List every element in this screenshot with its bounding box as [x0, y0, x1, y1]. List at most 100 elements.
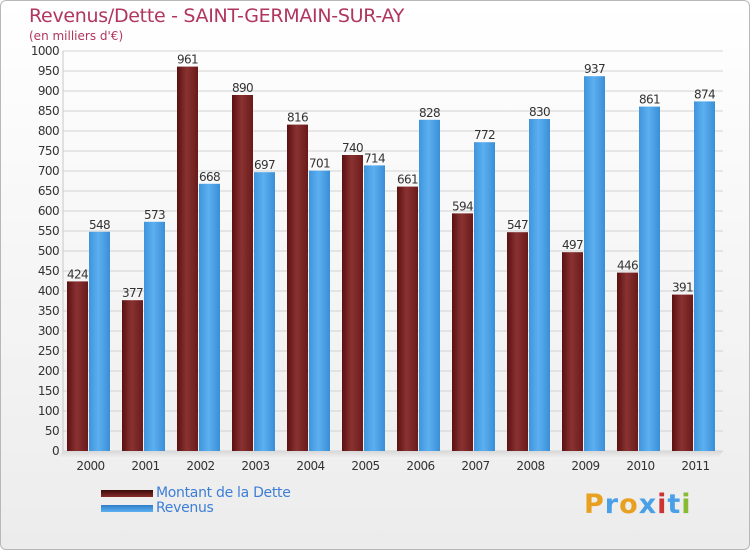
bar-revenue-2006: [419, 119, 440, 452]
y-tick-label: 900: [38, 84, 59, 98]
y-tick-label: 500: [38, 244, 59, 258]
y-tick-label: 450: [38, 264, 59, 278]
y-tick-label: 100: [38, 404, 59, 418]
logo-letter: o: [619, 489, 639, 520]
logo-letter: P: [584, 489, 605, 520]
bars: [67, 66, 715, 452]
x-tick-label-2003: 2003: [241, 459, 269, 473]
bar-debt-2001: [122, 300, 143, 451]
legend-swatch-revenue: [101, 505, 153, 512]
y-tick-label: 50: [45, 424, 59, 438]
y-tick-label: 0: [52, 444, 59, 458]
x-tick-label-2000: 2000: [76, 459, 104, 473]
logo-letter: x: [638, 489, 658, 520]
y-tick-label: 700: [38, 164, 59, 178]
gridlines: [63, 50, 723, 452]
y-tick-label: 1000: [31, 44, 59, 58]
value-label-debt-2004: 816: [287, 111, 308, 125]
x-tick-label-2010: 2010: [626, 459, 654, 473]
value-label-debt-2005: 740: [342, 141, 363, 155]
x-tick-label-2004: 2004: [296, 459, 324, 473]
y-tick-label: 300: [38, 324, 59, 338]
logo-letter: r: [604, 489, 620, 520]
x-tick-label-2001: 2001: [131, 459, 159, 473]
bar-debt-2008: [507, 232, 528, 451]
value-label-revenue-2004: 701: [309, 157, 330, 171]
value-label-debt-2007: 594: [452, 199, 473, 213]
value-label-revenue-2001: 573: [144, 208, 165, 222]
value-label-revenue-2005: 714: [364, 151, 385, 165]
logo-letter: t: [667, 489, 682, 520]
bar-revenue-2004: [309, 170, 330, 451]
x-tick-label-2007: 2007: [461, 459, 489, 473]
value-label-debt-2011: 391: [672, 281, 693, 295]
y-tick-label: 950: [38, 64, 59, 78]
y-tick-label: 800: [38, 124, 59, 138]
y-tick-label: 650: [38, 184, 59, 198]
bar-debt-2009: [562, 252, 583, 451]
value-label-revenue-2008: 830: [529, 105, 550, 119]
bar-debt-2006: [397, 186, 418, 451]
value-label-debt-2010: 446: [617, 259, 638, 273]
bar-debt-2005: [342, 155, 363, 451]
legend-swatch-debt: [101, 490, 153, 497]
value-label-revenue-2002: 668: [199, 170, 220, 184]
value-label-debt-2002: 961: [177, 53, 198, 67]
y-tick-label: 750: [38, 144, 59, 158]
legend-label-revenue: Revenus: [156, 500, 214, 516]
chart-floor: [57, 451, 723, 459]
value-label-revenue-2011: 874: [694, 87, 715, 101]
logo-letter: i: [657, 489, 668, 520]
bar-revenue-2005: [364, 165, 385, 451]
chart-subtitle: (en milliers d'€): [29, 29, 124, 43]
x-tick-label-2011: 2011: [681, 459, 709, 473]
value-label-revenue-2003: 697: [254, 158, 275, 172]
bar-revenue-2009: [584, 76, 605, 451]
y-tick-label: 250: [38, 344, 59, 358]
bar-revenue-2008: [529, 119, 550, 451]
x-tick-label-2006: 2006: [406, 459, 434, 473]
value-label-debt-2003: 890: [232, 81, 253, 95]
value-label-debt-2006: 661: [397, 173, 418, 187]
bar-debt-2000: [67, 281, 88, 451]
bar-debt-2002: [177, 66, 198, 451]
bar-debt-2003: [232, 95, 253, 451]
y-tick-label: 350: [38, 304, 59, 318]
bar-revenue-2010: [639, 106, 660, 451]
chart-title: Revenus/Dette - SAINT-GERMAIN-SUR-AY: [29, 5, 404, 27]
value-label-revenue-2006: 828: [419, 106, 440, 120]
x-tick-label-2008: 2008: [516, 459, 544, 473]
bar-debt-2007: [452, 213, 473, 451]
bar-revenue-2003: [254, 172, 275, 451]
bar-debt-2010: [617, 272, 638, 451]
y-tick-label: 550: [38, 224, 59, 238]
y-tick-label: 400: [38, 284, 59, 298]
y-tick-label: 600: [38, 204, 59, 218]
value-label-debt-2008: 547: [507, 218, 528, 232]
axes: 0 50 100 150 200 250 300 350 400 450 500 550 600 650 7…: [31, 44, 723, 473]
y-tick-label: 200: [38, 364, 59, 378]
y-tick-label: 150: [38, 384, 59, 398]
value-label-revenue-2009: 937: [584, 62, 605, 76]
x-tick-label-2009: 2009: [571, 459, 599, 473]
bar-revenue-2001: [144, 221, 165, 451]
bar-revenue-2002: [199, 183, 220, 452]
bar-debt-2004: [287, 124, 308, 451]
bar-debt-2011: [672, 294, 693, 451]
logo-letter: i: [681, 489, 692, 520]
bar-revenue-2007: [474, 142, 495, 451]
bar-revenue-2011: [694, 101, 715, 452]
value-label-debt-2000: 424: [67, 267, 88, 281]
y-tick-label: 850: [38, 104, 59, 118]
value-label-revenue-2000: 548: [89, 218, 110, 232]
value-label-debt-2009: 497: [562, 238, 583, 252]
proxiti-logo: Proxiti: [584, 489, 692, 520]
value-label-revenue-2010: 861: [639, 93, 660, 107]
x-tick-label-2005: 2005: [351, 459, 379, 473]
bar-revenue-2000: [89, 231, 110, 451]
value-label-revenue-2007: 772: [474, 128, 495, 142]
legend-label-debt: Montant de la Dette: [156, 485, 291, 501]
